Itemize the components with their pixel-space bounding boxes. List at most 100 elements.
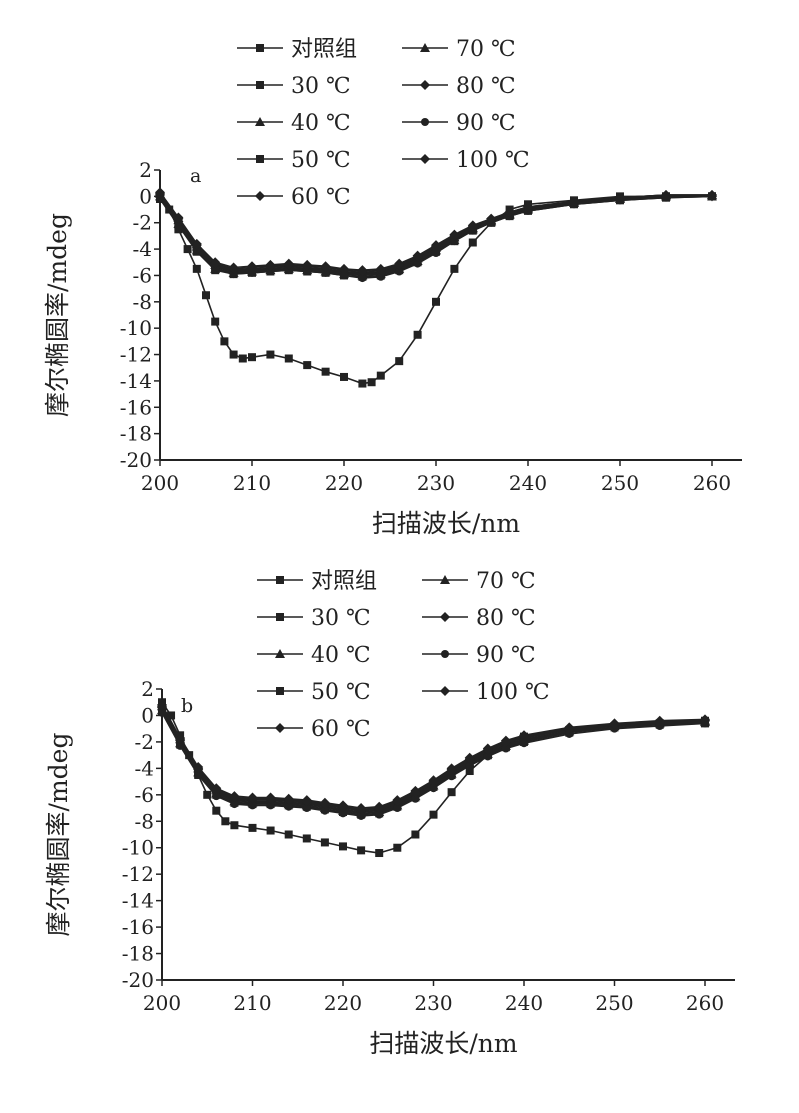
legend-label: 30 ℃: [291, 74, 351, 99]
data-point: [394, 259, 405, 270]
data-point: [500, 736, 511, 747]
data-point: [247, 793, 258, 804]
legend-label: 100 ℃: [476, 680, 550, 705]
series-line: [159, 195, 713, 278]
data-point: [155, 188, 165, 199]
series-4: [155, 187, 717, 276]
data-point: [265, 793, 276, 804]
legend-label: 90 ℃: [456, 111, 516, 136]
data-point: [523, 201, 533, 212]
data-point: [428, 776, 439, 787]
x-axis-title: 扫描波长/nm: [372, 509, 521, 538]
x-tick-label: 200: [143, 991, 181, 1015]
legend-label: 60 ℃: [311, 717, 371, 742]
data-point: [392, 796, 403, 807]
legend-swatch-marker: [440, 686, 450, 696]
data-point: [357, 846, 366, 855]
data-point: [301, 796, 312, 807]
data-point: [483, 752, 492, 761]
data-point: [175, 734, 186, 745]
data-point: [358, 274, 367, 283]
data-point: [375, 849, 384, 858]
legend-label: 50 ℃: [291, 148, 351, 173]
x-tick-label: 240: [505, 991, 543, 1015]
legend-entry: 50 ℃: [257, 680, 371, 705]
legend-swatch-marker: [255, 191, 265, 201]
y-tick-label: -20: [120, 448, 152, 472]
series-8: [157, 701, 710, 815]
legend-swatch-marker: [276, 576, 284, 584]
series-4: [157, 699, 710, 814]
y-tick-label: -16: [122, 915, 154, 939]
data-point: [411, 830, 420, 839]
data-point: [194, 770, 203, 779]
data-point: [229, 350, 238, 359]
data-point: [221, 817, 230, 826]
data-point: [376, 371, 385, 380]
y-tick-label: 2: [139, 158, 152, 182]
legend-swatch-marker: [420, 154, 430, 164]
data-point: [319, 799, 330, 810]
x-tick-label: 230: [414, 991, 452, 1015]
data-point: [431, 241, 441, 252]
data-point: [266, 267, 275, 276]
data-point: [432, 297, 440, 306]
data-point: [266, 350, 275, 359]
series-line: [159, 191, 712, 272]
data-point: [339, 265, 349, 276]
legend-label: 40 ℃: [291, 111, 351, 136]
legend-label: 30 ℃: [311, 606, 371, 631]
legend-entry: 70 ℃: [422, 569, 536, 594]
data-point: [193, 763, 204, 774]
data-point: [340, 271, 348, 280]
data-point: [447, 772, 456, 781]
data-point: [467, 221, 478, 232]
x-tick-label: 220: [324, 991, 362, 1015]
legend-label: 70 ℃: [476, 569, 536, 594]
data-point: [173, 213, 184, 224]
legend-swatch-marker: [421, 118, 429, 126]
data-point: [230, 800, 239, 809]
legend-swatch-marker: [440, 575, 450, 584]
series-line: [161, 704, 706, 809]
data-point: [211, 784, 222, 795]
data-point: [321, 268, 330, 277]
data-point: [230, 821, 239, 830]
y-axis-title: 摩尔椭圆率/mdeg: [43, 213, 72, 417]
legend-entry: 80 ℃: [402, 74, 516, 99]
data-point: [395, 267, 404, 276]
series-line: [159, 195, 712, 275]
data-point: [564, 723, 575, 734]
data-point: [569, 196, 579, 207]
data-point: [615, 192, 625, 203]
data-point: [302, 261, 313, 272]
legend-entry: 30 ℃: [237, 74, 351, 99]
data-point: [266, 801, 275, 810]
y-tick-label: -2: [135, 730, 154, 754]
data-point: [303, 267, 312, 276]
legend-swatch-marker: [256, 155, 264, 163]
data-point: [447, 788, 456, 797]
data-point: [302, 834, 311, 843]
y-tick-label: -16: [120, 395, 152, 419]
data-point: [411, 794, 420, 803]
legend-swatch-marker: [255, 117, 265, 126]
legend-entry: 70 ℃: [402, 37, 516, 62]
data-point: [450, 264, 459, 273]
x-tick-label: 250: [601, 471, 639, 495]
data-point: [229, 270, 238, 279]
x-tick-label: 210: [233, 991, 271, 1015]
data-point: [340, 372, 348, 381]
data-point: [212, 792, 221, 801]
data-point: [284, 354, 293, 363]
legend-label: 100 ℃: [456, 148, 530, 173]
legend-entry: 90 ℃: [422, 643, 536, 668]
series-line: [161, 705, 706, 811]
data-point: [429, 810, 438, 819]
legend-label: 70 ℃: [456, 37, 516, 62]
y-tick-label: -14: [122, 889, 154, 913]
data-point: [338, 801, 348, 812]
legend-entry: 50 ℃: [237, 148, 351, 173]
